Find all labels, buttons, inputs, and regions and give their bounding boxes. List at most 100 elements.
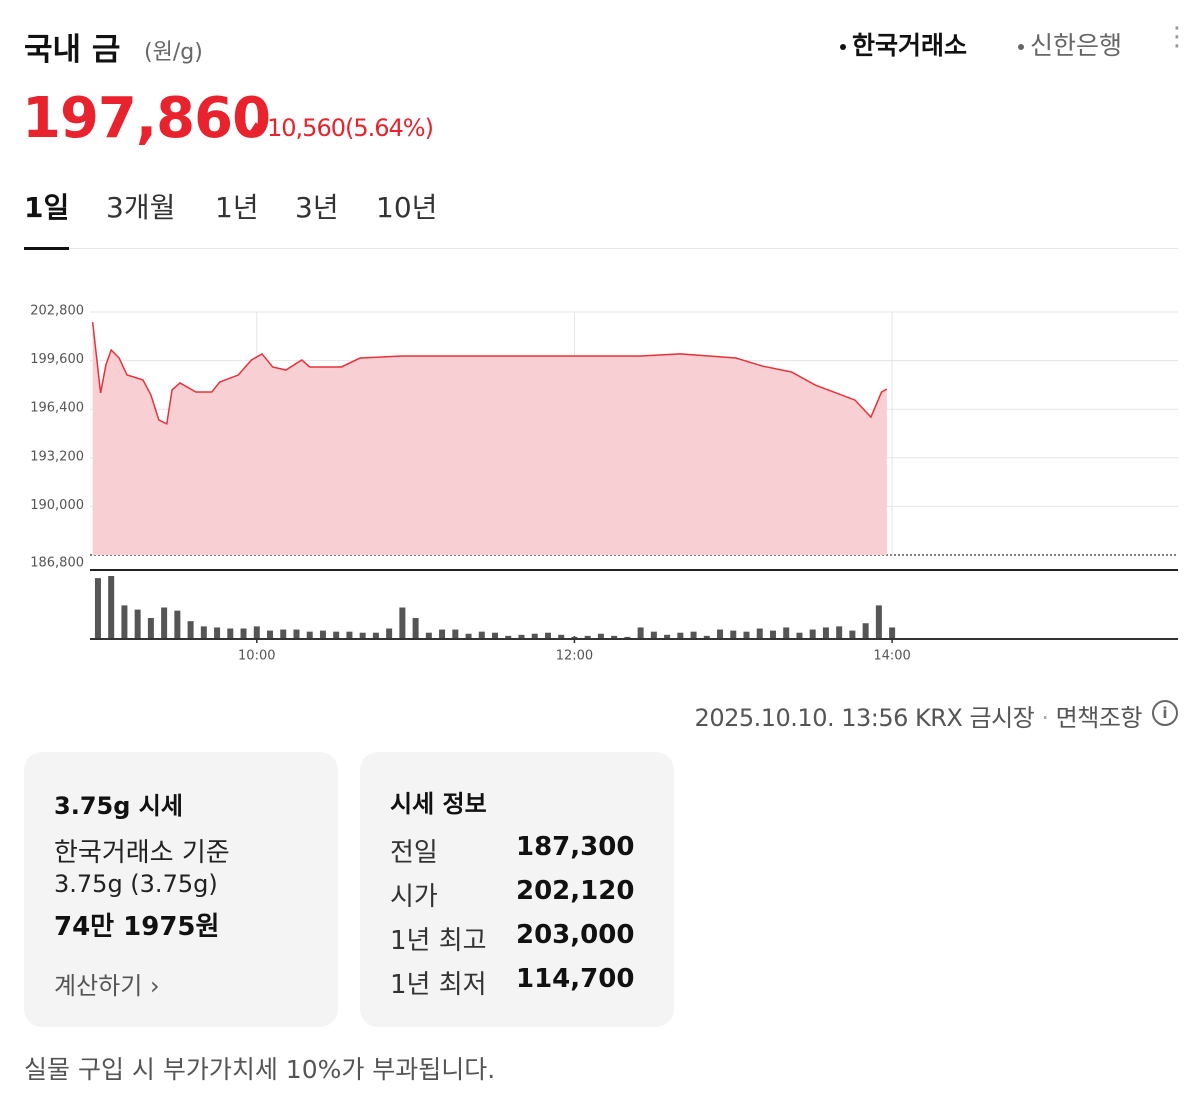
info-label: 전일 xyxy=(390,838,438,868)
volume-bar xyxy=(319,630,326,639)
volume-bar xyxy=(134,609,141,639)
volume-bar xyxy=(412,618,419,639)
bullet xyxy=(1018,44,1024,50)
info-value: 202,120 xyxy=(516,876,635,906)
disclaimer[interactable]: 면책조항 xyxy=(1055,704,1143,732)
volume-bar xyxy=(518,634,525,639)
volume-bar xyxy=(94,578,101,639)
title: 국내 금 xyxy=(24,32,121,68)
info-value: 187,300 xyxy=(516,832,635,862)
card-text: 한국거래소 기준 xyxy=(54,838,230,868)
volume-bar xyxy=(214,627,221,639)
volume-bar xyxy=(478,631,485,639)
volume-bar xyxy=(889,627,896,639)
volume-bar xyxy=(161,607,168,639)
volume-bar xyxy=(386,628,393,639)
calc-link[interactable]: 계산하기 › xyxy=(54,972,160,1000)
volume-bar xyxy=(452,629,459,639)
info-label: 1년 최저 xyxy=(390,970,487,1000)
link-text: 계산하기 xyxy=(54,972,143,1000)
menu-button[interactable]: ⋮ xyxy=(1164,22,1190,52)
volume-bar xyxy=(624,636,631,639)
volume-bar xyxy=(796,632,803,639)
volume-bar xyxy=(664,634,671,639)
y-tick-label: 186,800 xyxy=(30,556,84,571)
volume-bar xyxy=(492,632,499,639)
volume-bar xyxy=(703,635,710,639)
y-tick-label: 190,000 xyxy=(30,498,84,513)
volume-bar xyxy=(558,634,565,639)
period-tab[interactable]: 1년 xyxy=(215,191,259,224)
tab-divider xyxy=(24,248,1178,249)
y-tick-label: 193,200 xyxy=(30,449,84,464)
volume-bar xyxy=(584,635,591,639)
x-tick-label: 14:00 xyxy=(873,649,910,664)
volume-bar xyxy=(769,630,776,639)
volume-bar xyxy=(240,628,247,639)
info-label: 시가 xyxy=(390,882,438,912)
volume-bar xyxy=(544,632,551,639)
bullet xyxy=(840,44,846,50)
volume-bar xyxy=(875,605,882,639)
volume-bar xyxy=(822,627,829,639)
volume-bar xyxy=(571,636,578,639)
y-tick-label: 196,400 xyxy=(30,401,84,416)
volume-bar xyxy=(637,627,644,639)
period-tab[interactable]: 1일 xyxy=(24,191,70,224)
volume-bar xyxy=(849,630,856,639)
volume-bar xyxy=(730,630,737,639)
volume-bar xyxy=(372,632,379,639)
card-title: 시세 정보 xyxy=(390,790,487,818)
volume-bar xyxy=(200,626,207,639)
timestamp-text: 2025.10.10. 13:56 KRX 금시장 xyxy=(694,704,1035,732)
volume-bar xyxy=(359,632,366,639)
chart: 186,800 190,000 193,200 196,400 199,600 202,8… xyxy=(30,304,1178,664)
weight-card: 3.75g 시세 한국거래소 기준 3.75g (3.75g) 74만 1975… xyxy=(24,752,338,1027)
unit: (원/g) xyxy=(144,40,203,65)
y-tick-label: 199,600 xyxy=(30,352,84,367)
info-value: 114,700 xyxy=(516,964,635,994)
info-label: 1년 최고 xyxy=(390,926,487,956)
card-text: 3.75g (3.75g) xyxy=(54,870,218,898)
volume-bar xyxy=(611,635,618,639)
volume-bar xyxy=(690,631,697,639)
volume-bar xyxy=(650,631,657,639)
volume-bar xyxy=(783,627,790,639)
volume-bar xyxy=(425,632,432,639)
footnote: 실물 구입 시 부가가치세 10%가 부과됩니다. xyxy=(24,1055,496,1084)
volume-bar xyxy=(756,628,763,639)
volume-bar xyxy=(677,632,684,639)
info-value: 203,000 xyxy=(516,920,635,950)
change-value: 10,560 xyxy=(267,114,346,142)
period-tab[interactable]: 3개월 xyxy=(106,191,176,224)
volume-bar xyxy=(147,618,154,639)
current-price: 197,860 xyxy=(22,86,271,151)
period-tab[interactable]: 3년 xyxy=(295,191,339,224)
volume-bar xyxy=(121,605,128,639)
x-tick-label: 10:00 xyxy=(238,649,275,664)
source-tab[interactable]: 한국거래소 xyxy=(840,26,967,62)
volume-bar xyxy=(743,631,750,639)
separator: · xyxy=(1041,704,1049,732)
volume-bar xyxy=(597,633,604,639)
tab-indicator xyxy=(24,247,69,250)
volume-bar xyxy=(862,623,869,639)
volume-bar xyxy=(465,633,472,639)
source-tab[interactable]: 신한은행 xyxy=(1018,26,1122,62)
volume-bar xyxy=(809,629,816,639)
volume-bar xyxy=(267,630,274,639)
volume-bar xyxy=(531,633,538,639)
volume-bar xyxy=(333,631,340,639)
period-tab[interactable]: 10년 xyxy=(376,191,438,224)
info-card: 시세 정보 전일 187,300 시가 202,120 1년 최고 203,000 1년 최… xyxy=(360,752,674,1027)
volume-bar xyxy=(836,626,843,639)
timestamp: 2025.10.10. 13:56 KRX 금시장 · 면책조항 xyxy=(694,698,1143,733)
volume-bar xyxy=(227,628,234,639)
card-amount: 74만 1975원 xyxy=(54,912,220,942)
y-tick-label: 202,800 xyxy=(30,304,84,319)
card-title: 3.75g 시세 xyxy=(54,792,183,820)
info-icon[interactable]: i xyxy=(1152,700,1178,726)
volume-bar xyxy=(280,629,287,639)
volume-bar xyxy=(253,626,260,639)
